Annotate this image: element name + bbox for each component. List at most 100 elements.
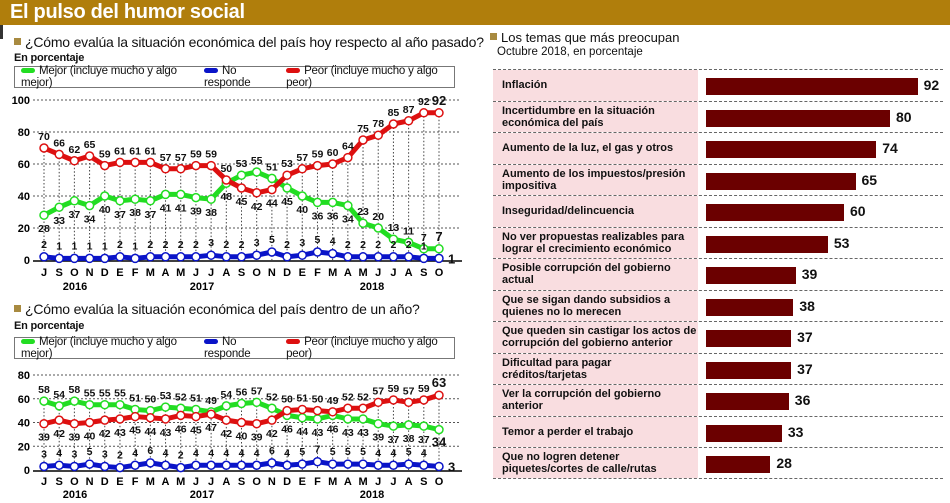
data-label: 51 bbox=[266, 161, 278, 173]
x-tick-label: S bbox=[238, 267, 245, 279]
data-label: 5 bbox=[345, 446, 351, 458]
bar-value: 39 bbox=[801, 266, 818, 282]
data-point-peor bbox=[160, 414, 171, 424]
bar bbox=[706, 204, 844, 221]
data-point-peor bbox=[206, 409, 216, 419]
data-label: 59 bbox=[388, 383, 400, 395]
data-label: 4 bbox=[239, 447, 245, 459]
data-label: 4 bbox=[56, 447, 62, 459]
x-tick-label: A bbox=[222, 476, 230, 488]
data-label: 23 bbox=[357, 206, 369, 218]
data-label: 40 bbox=[236, 431, 248, 443]
data-label: 50 bbox=[312, 394, 324, 406]
data-label: 4 bbox=[193, 447, 199, 459]
data-point-mejor bbox=[160, 402, 171, 412]
title-bar: El pulso del humor social bbox=[0, 0, 950, 25]
data-point-mejor bbox=[373, 223, 383, 233]
data-point-mejor bbox=[388, 421, 399, 431]
data-point-peor bbox=[267, 184, 277, 195]
bar-label: Que queden sin castigar los actos de cor… bbox=[493, 322, 698, 353]
data-point-peor bbox=[403, 397, 414, 408]
bar-value: 36 bbox=[794, 392, 811, 408]
data-point-mejor bbox=[84, 200, 95, 211]
chart2-title: ¿Cómo evalúa la situación económica del … bbox=[14, 301, 420, 317]
data-label: 40 bbox=[296, 204, 308, 216]
bar-row: Dificultad para pagar créditos/tarjetas 3… bbox=[493, 352, 943, 384]
data-label: 55 bbox=[251, 155, 263, 167]
data-point-no-responde bbox=[327, 459, 338, 469]
x-tick-label: M bbox=[176, 476, 185, 488]
bullet-icon bbox=[14, 305, 21, 312]
bar bbox=[706, 330, 792, 347]
data-label: 43 bbox=[357, 427, 369, 439]
x-tick-label: J bbox=[208, 476, 214, 488]
data-label: 61 bbox=[129, 145, 141, 157]
data-label: 40 bbox=[99, 204, 111, 216]
chart2-title-text: ¿Cómo evalúa la situación económica del … bbox=[25, 301, 420, 317]
data-point-no-responde bbox=[191, 252, 201, 262]
data-point-mejor bbox=[84, 399, 95, 410]
x-tick-label: A bbox=[222, 267, 230, 279]
bar-value: 37 bbox=[797, 329, 813, 345]
x-tick-label: S bbox=[420, 476, 427, 488]
data-label: 46 bbox=[281, 423, 293, 435]
data-point-mejor bbox=[388, 234, 399, 244]
data-point-peor bbox=[373, 397, 383, 408]
x-tick-label: O bbox=[252, 267, 261, 279]
data-point-peor bbox=[145, 413, 156, 423]
data-label: 65 bbox=[84, 139, 96, 151]
x-tick-label: E bbox=[116, 476, 123, 488]
bar bbox=[706, 298, 794, 316]
data-point-peor bbox=[69, 418, 80, 429]
x-tick-label: J bbox=[390, 476, 396, 488]
bar-label: Aumento de los impuestos/presión imposit… bbox=[493, 164, 698, 195]
chart1-subtitle: En porcentaje bbox=[14, 52, 85, 64]
data-point-peor bbox=[54, 415, 64, 425]
chart3-subtitle: Octubre 2018, en porcentaje bbox=[497, 46, 643, 58]
legend-no-responde: No responde bbox=[204, 65, 251, 89]
data-label: 36 bbox=[327, 210, 339, 222]
x-tick-label: M bbox=[328, 476, 337, 488]
year-label: 2017 bbox=[190, 281, 214, 293]
data-point-peor bbox=[160, 164, 171, 174]
data-label: 2 bbox=[345, 239, 351, 251]
x-tick-label: J bbox=[390, 267, 396, 279]
data-point-no-responde bbox=[175, 252, 186, 262]
data-point-mejor bbox=[312, 414, 323, 424]
data-label: 2 bbox=[391, 239, 397, 251]
bar bbox=[706, 172, 856, 190]
data-point-peor bbox=[282, 170, 292, 180]
data-point-peor bbox=[175, 164, 186, 174]
data-label: 45 bbox=[236, 196, 248, 208]
data-label: 43 bbox=[160, 427, 172, 439]
data-point-peor bbox=[419, 108, 429, 118]
data-label: 34 bbox=[342, 214, 354, 226]
data-point-no-responde bbox=[54, 460, 64, 470]
data-point-peor bbox=[358, 135, 368, 145]
y-tick-label: 80 bbox=[18, 370, 30, 382]
data-label: 57 bbox=[160, 152, 172, 164]
data-label: 39 bbox=[251, 432, 263, 444]
data-label: 1 bbox=[56, 240, 62, 252]
data-label: 42 bbox=[53, 428, 65, 440]
x-tick-label: A bbox=[162, 267, 170, 279]
bar-label: Que no logren detener piquetes/cortes de… bbox=[493, 448, 698, 478]
data-point-no-responde bbox=[251, 250, 262, 260]
chart1-title-text: ¿Cómo evalúa la situación económica del … bbox=[25, 34, 484, 50]
data-point-no-responde bbox=[267, 247, 277, 257]
data-label: 1 bbox=[87, 240, 93, 252]
data-label: 2 bbox=[223, 239, 229, 251]
x-tick-label: E bbox=[299, 267, 306, 279]
data-point-mejor bbox=[403, 420, 414, 430]
data-label: 20 bbox=[372, 211, 384, 223]
data-point-no-responde bbox=[358, 459, 368, 469]
data-point-no-responde bbox=[145, 458, 156, 468]
data-point-no-responde bbox=[236, 252, 247, 262]
data-point-peor bbox=[434, 108, 444, 118]
x-tick-label: S bbox=[238, 476, 245, 488]
data-label: 43 bbox=[114, 427, 126, 439]
data-label: 46 bbox=[175, 423, 187, 435]
data-point-no-responde bbox=[160, 460, 171, 470]
x-tick-label: A bbox=[344, 267, 352, 279]
y-tick-label: 80 bbox=[18, 127, 30, 139]
